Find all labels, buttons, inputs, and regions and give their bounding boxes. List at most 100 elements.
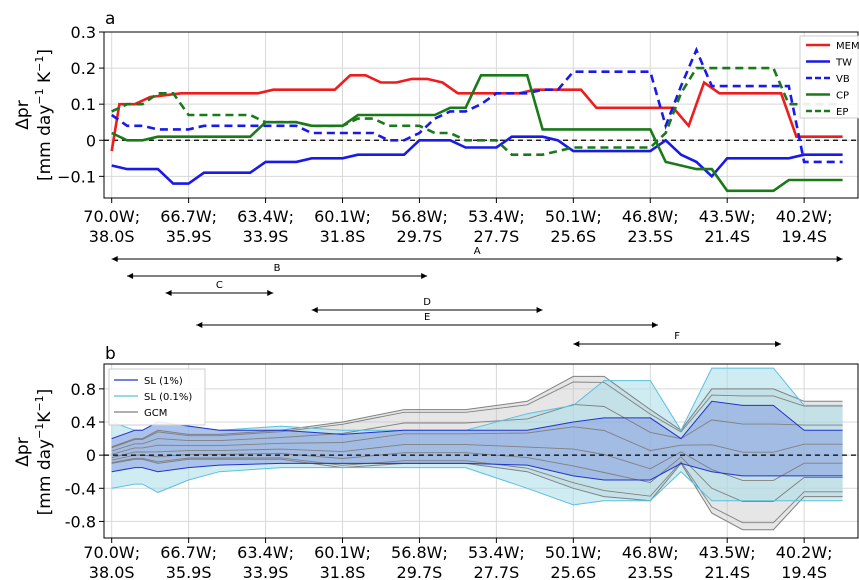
panel-b-xtick-label: 60.1W; xyxy=(314,543,371,562)
panel-b-legend: SL (1%) SL (0.1%) GCM xyxy=(108,368,206,426)
legend-label-vb: VB xyxy=(836,74,850,85)
panel-a-ytick-label: 0.1 xyxy=(71,95,96,114)
panel-b-frame xyxy=(103,363,859,539)
panel-a-xtick-label: 56.8W; xyxy=(391,207,448,226)
panel-b-xtick-label: 63.4W; xyxy=(237,543,294,562)
legend-label-ep: EP xyxy=(836,107,848,118)
panel-b-ytick-label: 0.4 xyxy=(71,413,96,432)
panel-b-xtick-label: 33.9S xyxy=(243,563,289,580)
panel-b-xtick-label: 40.2W; xyxy=(776,543,833,562)
panel-b-xtick-label: 66.7W; xyxy=(160,543,217,562)
range-arrowhead xyxy=(196,322,203,328)
range-label-a: A xyxy=(474,246,481,257)
range-arrowhead xyxy=(111,256,118,262)
panel-a-xtick-label: 33.9S xyxy=(243,227,289,246)
range-arrowhead xyxy=(421,273,428,279)
sl-0-1pct-lower-line xyxy=(111,467,843,506)
sl-1pct-lower-line xyxy=(111,462,843,481)
panel-b-xtick-label: 29.7S xyxy=(397,563,443,580)
series-line-vb xyxy=(110,46,843,164)
range-arrowhead xyxy=(651,322,658,328)
panel-a-xtick-label: 23.5S xyxy=(627,227,673,246)
range-label-d: D xyxy=(423,297,431,308)
range-arrowhead xyxy=(127,273,134,279)
panel-a: a −0.1 0 0.1 0.2 0.3 70.0W;38.0S 66.7W;35.9S 6… xyxy=(13,9,859,246)
range-arrowhead xyxy=(836,256,843,262)
legend-label: GCM xyxy=(144,408,167,419)
panel-a-ylabel-main: Δpr xyxy=(13,100,33,129)
panel-a-ytick-label: 0.2 xyxy=(71,59,96,78)
panel-b-xtick-label: 70.0W; xyxy=(83,543,140,562)
range-label-c: C xyxy=(216,280,223,291)
panel-a-ytick-label: 0.3 xyxy=(71,23,96,42)
panel-a-ytick-label: 0 xyxy=(86,131,96,150)
panel-a-y-axis-label: Δpr [mm day−1 K−1] xyxy=(13,49,55,181)
panel-a-legend: MEM TW VB CP EP xyxy=(799,35,859,119)
range-arrowhead xyxy=(311,307,318,313)
panel-a-xtick-label: 35.9S xyxy=(166,227,212,246)
panel-a-xtick-label: 50.1W; xyxy=(545,207,602,226)
panel-b-ylabel-unit: [mm day−1K−1] xyxy=(33,389,55,516)
panel-b-xtick-label: 25.6S xyxy=(550,563,596,580)
panel-a-xtick-label: 25.6S xyxy=(550,227,596,246)
panel-b-xtick-label: 38.0S xyxy=(89,563,135,580)
panel-a-xtick-label: 43.5W; xyxy=(699,207,756,226)
range-arrowhead xyxy=(267,290,274,296)
panel-b-xtick-label: 35.9S xyxy=(166,563,212,580)
region-ranges: A B C DE F xyxy=(111,246,843,347)
series-line-tw xyxy=(111,135,843,185)
panel-a-xtick-label: 19.4S xyxy=(781,227,827,246)
range-arrowhead xyxy=(573,341,580,347)
panel-b-ytick-label: 0.8 xyxy=(71,380,96,399)
legend-label-tw: TW xyxy=(835,58,852,69)
panel-b-xtick-label: 19.4S xyxy=(781,563,827,580)
panel-a-label: a xyxy=(105,9,115,29)
gcm-member-line xyxy=(111,452,843,502)
panel-b-ylabel-main: Δpr xyxy=(13,437,33,466)
sl-0-1pct-area xyxy=(111,368,843,505)
range-arrowhead xyxy=(165,290,172,296)
panel-b-xtick-label: 53.4W; xyxy=(468,543,525,562)
series-line-ep xyxy=(111,66,843,156)
gcm-lower-line xyxy=(111,458,843,531)
panel-a-xtick-label: 70.0W; xyxy=(83,207,140,226)
gcm-member-line xyxy=(111,444,843,481)
panel-b-ytick-label: -0.8 xyxy=(65,512,96,531)
legend-label-mem: MEM xyxy=(836,41,859,52)
panel-a-ylabel-unit: [mm day−1 K−1] xyxy=(33,49,55,181)
panel-a-xtick-label: 40.2W; xyxy=(776,207,833,226)
panel-a-xtick-label: 66.7W; xyxy=(160,207,217,226)
gcm-member-line xyxy=(111,426,843,455)
panel-b-xtick-label: 23.5S xyxy=(627,563,673,580)
panel-a-ytick-label: −0.1 xyxy=(57,167,96,186)
panel-a-xtick-label: 53.4W; xyxy=(468,207,525,226)
range-label-e: E xyxy=(424,312,430,323)
panel-a-xtick-label: 27.7S xyxy=(473,227,519,246)
gcm-member-line xyxy=(111,403,843,452)
panel-a-xtick-label: 31.8S xyxy=(320,227,366,246)
sl-1pct-area xyxy=(111,401,843,480)
legend-label: SL (1%) xyxy=(144,376,183,387)
range-arrowhead xyxy=(775,341,782,347)
panel-b-ytick-label: 0 xyxy=(86,446,96,465)
panel-b-xtick-label: 27.7S xyxy=(473,563,519,580)
series-line-cp xyxy=(111,74,843,193)
panel-b-ytick-label: -0.4 xyxy=(65,479,96,498)
legend-label: SL (0.1%) xyxy=(144,392,192,403)
panel-b-xtick-label: 50.1W; xyxy=(545,543,602,562)
panel-a-xtick-label: 29.7S xyxy=(397,227,443,246)
panel-a-xtick-label: 38.0S xyxy=(89,227,135,246)
gcm-member-line xyxy=(111,381,843,449)
panel-b-xtick-label: 43.5W; xyxy=(699,543,756,562)
range-label-f: F xyxy=(674,331,680,342)
panel-a-xtick-label: 46.8W; xyxy=(622,207,679,226)
range-arrowhead xyxy=(536,307,543,313)
panel-b-xtick-label: 21.4S xyxy=(704,563,750,580)
panel-a-xtick-label: 60.1W; xyxy=(314,207,371,226)
range-label-b: B xyxy=(274,263,281,274)
panel-b-xtick-label: 31.8S xyxy=(320,563,366,580)
gcm-upper-line xyxy=(111,375,843,448)
panel-b: b -0.8 -0.4 0 0.4 0.8 70.0W;38.0S 66.7W;35.9S… xyxy=(13,344,859,580)
panel-b-legend-box xyxy=(108,368,206,426)
